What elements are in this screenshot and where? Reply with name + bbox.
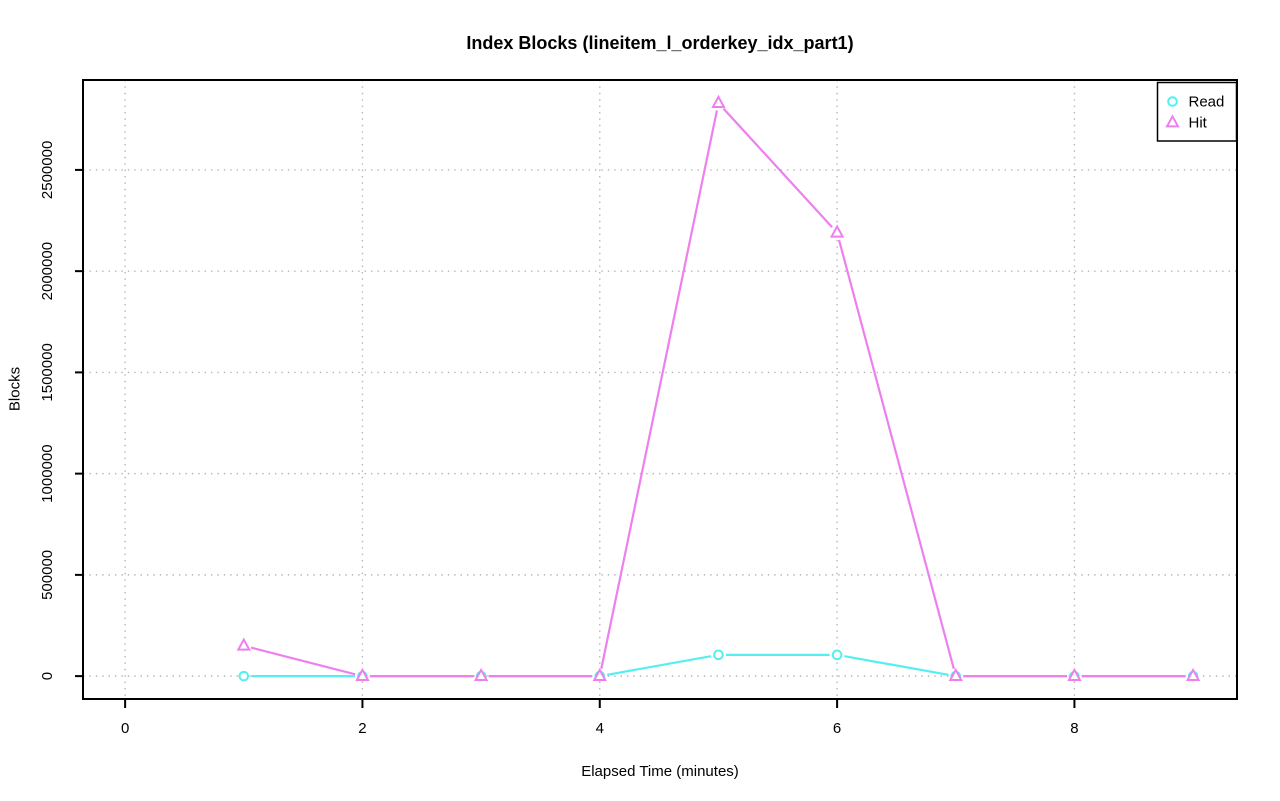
legend-read-marker <box>1167 96 1178 107</box>
series-hit-marker <box>473 667 489 682</box>
series-read-marker <box>831 649 843 661</box>
series-hit-marker <box>1067 667 1082 682</box>
series-hit-marker <box>355 667 370 682</box>
legend-box <box>1156 81 1238 142</box>
series-read-marker <box>713 649 724 661</box>
legend-label-read: Read <box>1189 94 1225 111</box>
series-hit-marker <box>711 94 726 108</box>
plot-border <box>82 79 1238 700</box>
x-axis-label: Elapsed Time (minutes) <box>581 763 739 780</box>
series-read-segment <box>844 655 949 676</box>
legend-label-hit: Hit <box>1189 115 1208 132</box>
x-tick-label: 0 <box>121 720 129 737</box>
y-tick-label: 2000000 <box>39 242 56 300</box>
series-hit-marker <box>1185 667 1201 682</box>
legend-hit-marker <box>1165 114 1180 128</box>
x-tick-label: 6 <box>833 720 841 737</box>
x-tick-label: 2 <box>358 720 366 737</box>
y-tick-label: 1500000 <box>39 343 56 401</box>
series-read-segment <box>606 655 712 676</box>
series-hit-segment <box>837 239 955 670</box>
y-tick-label: 2500000 <box>39 141 56 199</box>
series-hit-segment <box>600 110 718 669</box>
y-axis-label: Blocks <box>6 366 24 412</box>
series-hit-marker <box>236 637 251 651</box>
x-tick-label: 8 <box>1070 720 1078 737</box>
series-hit-marker <box>829 224 845 238</box>
series-hit-segment <box>722 107 833 228</box>
series-hit-segment <box>250 646 356 676</box>
y-tick-label: 1000000 <box>39 444 56 502</box>
y-tick-label: 500000 <box>39 550 56 600</box>
y-tick-label: 0 <box>39 672 56 680</box>
series-hit-marker <box>948 667 963 682</box>
x-tick-label: 4 <box>596 720 604 737</box>
chart-title: Index Blocks (lineitem_l_orderkey_idx_pa… <box>466 33 854 53</box>
series-hit-marker <box>592 667 607 682</box>
series-read-marker <box>238 670 250 682</box>
